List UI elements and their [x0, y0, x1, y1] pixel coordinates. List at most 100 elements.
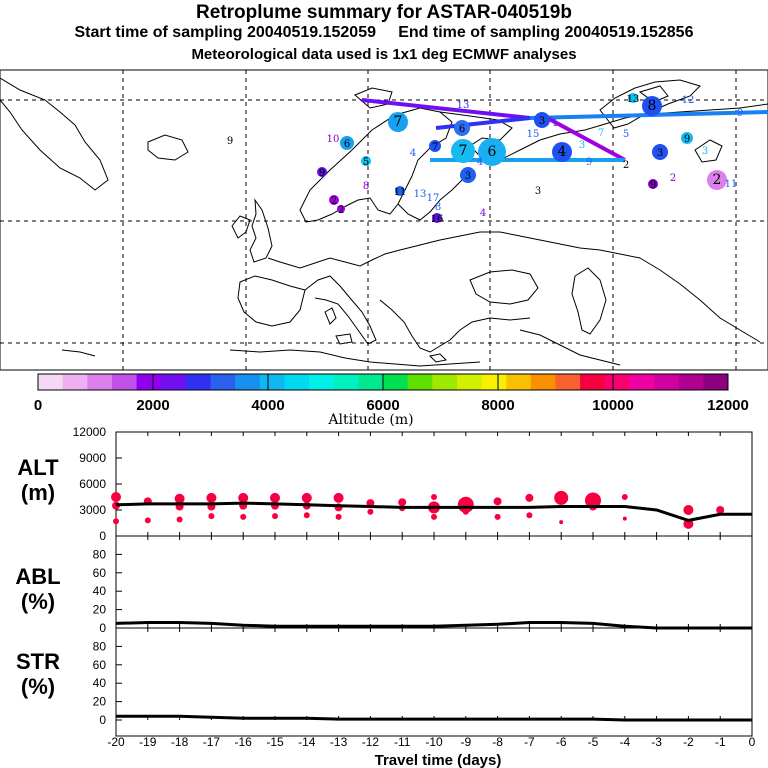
- alt-cluster-point: [431, 513, 437, 520]
- alt-ytick-label: 9000: [79, 451, 106, 465]
- str-series-line: [116, 714, 752, 722]
- plume-cluster-label: 2: [670, 173, 676, 184]
- plume-cluster-marker: [681, 132, 693, 144]
- plume-cluster-marker: [707, 170, 727, 190]
- colorbar-cell: [284, 374, 310, 390]
- abl-ytick-label: 80: [93, 547, 107, 561]
- plume-cluster-label: 11: [394, 187, 407, 198]
- x-tick-label: -1: [715, 735, 726, 749]
- alt-cluster-point: [367, 508, 374, 515]
- alt-cluster-point: [144, 517, 151, 524]
- alt-cluster-point: [240, 513, 247, 520]
- x-tick-label: -13: [330, 735, 348, 749]
- plume-cluster-label: 8: [648, 98, 657, 114]
- plume-cluster-label: 3: [579, 140, 585, 151]
- alt-cluster-point: [174, 493, 185, 504]
- plume-cluster-label: 12: [682, 95, 695, 106]
- alt-ytick-label: 6000: [79, 477, 106, 491]
- str-ytick-label: 60: [93, 658, 107, 672]
- x-tick-label: -14: [298, 735, 316, 749]
- plume-cluster-marker: [642, 96, 662, 116]
- met-data-note: Meteorological data used is 1x1 deg ECMW…: [191, 46, 577, 63]
- plume-cluster-marker: [432, 213, 442, 223]
- x-tick-label: -3: [651, 735, 662, 749]
- plume-cluster-marker: [388, 112, 408, 132]
- plume-cluster-marker: [460, 167, 476, 183]
- x-tick-label: -20: [107, 735, 125, 749]
- plume-cluster-label: 3: [535, 186, 541, 197]
- x-tick-label: -9: [460, 735, 471, 749]
- plume-cluster-label: 16: [431, 214, 444, 225]
- plume-cluster-label: 3: [657, 148, 663, 159]
- x-tick-label: -12: [362, 735, 380, 749]
- plume-cluster-label: 7: [432, 142, 438, 153]
- plume-cluster-label: 4: [558, 144, 567, 160]
- alt-cluster-point: [462, 508, 469, 515]
- plume-cluster-label: 8: [435, 202, 441, 213]
- x-tick-label: -19: [139, 735, 157, 749]
- plume-cluster-label: 3: [702, 146, 708, 157]
- plume-cluster-label: 13: [414, 189, 427, 200]
- plume-cluster-label: 2: [713, 172, 722, 188]
- plume-cluster-label: 6: [488, 144, 497, 160]
- colorbar-cell: [481, 374, 507, 390]
- alt-cluster-point: [335, 513, 342, 520]
- plume-cluster-marker: [478, 138, 506, 166]
- colorbar-cell: [629, 374, 655, 390]
- alt-cluster-point: [113, 518, 119, 525]
- colorbar-cell: [358, 374, 384, 390]
- colorbar-cell: [432, 374, 458, 390]
- colorbar-cell: [185, 374, 211, 390]
- colorbar-tick-label: 6000: [366, 397, 399, 414]
- alt-unit: (m): [21, 480, 55, 505]
- alt-cluster-point: [525, 493, 534, 502]
- alt-cluster-point: [683, 505, 694, 515]
- colorbar-tick-label: 8000: [481, 397, 514, 414]
- alt-series-line: [115, 501, 752, 522]
- plume-cluster-marker: [652, 144, 668, 160]
- x-tick-label: -17: [203, 735, 221, 749]
- chart-title: Retroplume summary for ASTAR-040519b: [196, 2, 572, 23]
- alt-cluster-point: [526, 512, 533, 519]
- plume-cluster-marker: [648, 179, 658, 189]
- plume-cluster-marker: [337, 205, 345, 213]
- x-tick-label: 0: [749, 735, 756, 749]
- alt-cluster-point: [272, 513, 278, 520]
- alt-cluster-point: [333, 492, 344, 503]
- plume-cluster-marker: [395, 186, 405, 196]
- alt-ytick-label: 3000: [79, 503, 106, 517]
- plume-cluster-marker: [361, 156, 371, 166]
- plume-cluster-marker: [454, 120, 470, 136]
- abl-label: ABL: [15, 564, 60, 589]
- altitude-colorbar: 0 2000 4000 6000 8000 10000 12000 Altitude (m): [34, 373, 749, 428]
- alt-cluster-point: [270, 492, 280, 503]
- alt-cluster-point: [398, 498, 407, 507]
- alt-cluster-point: [303, 512, 310, 519]
- alt-cluster-point: [176, 516, 183, 523]
- abl-ytick-label: 20: [93, 603, 107, 617]
- plume-cluster-marker: [340, 136, 354, 150]
- alt-cluster-point: [238, 492, 249, 503]
- colorbar-cell: [87, 374, 113, 390]
- alt-cluster-point: [559, 520, 564, 525]
- plume-cluster-label: 10: [327, 134, 340, 145]
- plume-cluster-label: 5: [623, 129, 629, 140]
- plume-cluster-label: 1: [552, 118, 558, 129]
- colorbar-cell: [62, 374, 88, 390]
- x-axis-label: Travel time (days): [375, 752, 502, 768]
- colorbar-cell: [38, 374, 64, 390]
- plume-cluster-label: 9: [319, 168, 325, 179]
- map-gridlines: [0, 70, 768, 370]
- trajectory-segment-2: [435, 116, 531, 130]
- x-tick-label: -4: [619, 735, 630, 749]
- plume-cluster-marker: [451, 139, 475, 163]
- plume-cluster-label: 2: [331, 196, 337, 207]
- plume-cluster-label: 13: [627, 94, 640, 105]
- colorbar-cell: [383, 374, 409, 390]
- plume-cluster-label: 4: [410, 148, 416, 159]
- colorbar-tick-label: 10000: [592, 397, 634, 414]
- plume-cluster-label: 5: [363, 157, 369, 168]
- abl-ytick-label: 0: [99, 621, 106, 635]
